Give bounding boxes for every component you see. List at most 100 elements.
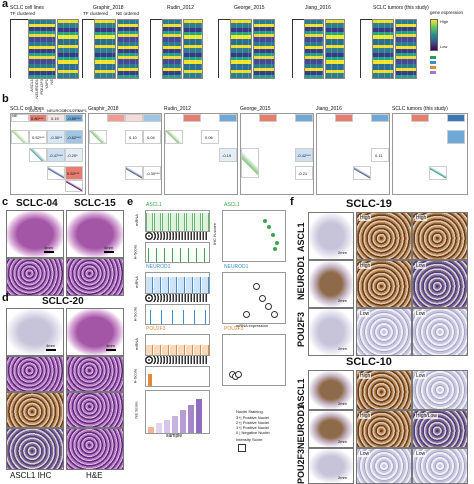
row-label-hscore-3: H-Score: [132, 368, 138, 384]
ihc-zoom-2-sclc20: [6, 392, 64, 428]
pie-row-ascl1: [145, 232, 208, 240]
f19-scale-1: 2mm: [338, 250, 347, 255]
f19-ascl1-zoom2: High: [412, 212, 468, 260]
heatmap-tf-5: [304, 19, 324, 79]
heatmap-tf-4: [230, 19, 252, 79]
heatmap-ne-1: [57, 19, 79, 79]
scatter-x-label: mRNA expression: [236, 323, 269, 328]
legend-cat-3: [430, 66, 436, 69]
row-label-hscore-2: H-Score: [132, 306, 138, 322]
mrna-bars-neurod1: [145, 272, 210, 294]
pm-header-yap1: YAP1: [77, 108, 87, 113]
pair-matrix-6: [392, 113, 468, 195]
heatmap-ne-2: [117, 19, 139, 79]
mrna-bars-ascl1: [145, 210, 210, 232]
panel-label-d: d: [2, 292, 9, 304]
f19-ascl1-whole: [308, 212, 354, 260]
he-whole-slide-sclc15: [66, 210, 124, 258]
pair-matrix-5: 0.11: [316, 113, 390, 195]
dataset-title-a-4: George_2015: [234, 5, 265, 11]
f10-scale-2: 2mm: [338, 439, 347, 444]
heatmap-ne-6: [395, 19, 417, 79]
dataset-title-a-3: Rudin_2012: [167, 5, 194, 11]
scatter-ascl1: [222, 210, 286, 262]
he-zoom-3-sclc20: [66, 428, 124, 470]
f10-ascl1-zoom1: High: [356, 370, 412, 410]
sample-title-sclc19: SCLC-19: [346, 198, 392, 210]
f10-neurod1-zoom1: High: [356, 410, 412, 448]
pie-row-neurod1: [145, 294, 208, 302]
pair-matrix-1: 0.80*** 0.19 -0.80*** 0.52*** -0.30** -0…: [10, 113, 86, 195]
scale-label-c2: 4mm: [104, 245, 113, 250]
legend-swatch-e: [238, 444, 246, 452]
pm-header-ascl1: ASCL1: [29, 108, 42, 113]
scatter-pou2f3: [222, 334, 286, 386]
gene-label-ne: NE: [49, 79, 54, 85]
row-label-mrna-3: mRNA: [133, 338, 139, 350]
label-he: H&E: [86, 471, 103, 480]
panel-label-a: a: [2, 0, 9, 10]
f10-pou2f3-zoom2: Low: [412, 448, 468, 484]
panel-label-b: b: [2, 93, 9, 105]
ihc-zoom-1-sclc20: [6, 356, 64, 392]
f19-ascl1-zoom1: High: [356, 212, 412, 260]
pair-matrix-2: 0.10 0.04 -0.30***: [88, 113, 162, 195]
f19-scale-2: 2mm: [338, 298, 347, 303]
dendrogram-4: [218, 19, 231, 78]
row-label-ne: NE Score: [133, 401, 139, 419]
panel-label-e: e: [127, 196, 134, 208]
legend-cat-4: [430, 71, 436, 74]
scatter-title-pou2f3: POU2F3: [224, 326, 244, 332]
scale-label-d2: 4mm: [106, 343, 115, 348]
dendrogram-2: [82, 19, 95, 78]
scale-bar-c2: [104, 251, 114, 253]
subtitle-ne-2: NE ordered: [116, 11, 140, 16]
scale-bar-c1: [44, 251, 54, 253]
hscore-bars-pou2f3: [145, 366, 210, 387]
panel-label-f: f: [290, 196, 294, 208]
scatter-title-neurod1: NEUROD1: [224, 264, 249, 270]
pm-header-pou2f3: POU2F3: [64, 108, 80, 113]
row-label-f-pou2f3-2: POU2F3: [296, 448, 306, 484]
scale-bar-d1: [46, 349, 56, 351]
scale-bar-d2: [106, 349, 116, 351]
dataset-title-a-5: Jiang_2016: [305, 5, 331, 11]
dataset-title-a-1: SCLC cell lines: [10, 5, 44, 11]
legend-item-2: 2+| Positive Nuclei: [236, 420, 269, 425]
f10-pou2f3-zoom1: Low: [356, 448, 412, 484]
legend-title-e: Nuclei Staining: [236, 409, 263, 414]
dataset-title-b-4: George_2015: [240, 106, 271, 112]
mrna-bars-pou2f3: [145, 334, 210, 356]
row-label-mrna-2: mRNA: [133, 276, 139, 288]
row-label-f-neurod1-2: NEUROD1: [296, 404, 306, 449]
row-label-f-ascl1-2: ASCL1: [296, 378, 306, 408]
legend-colorbar-a: [430, 19, 438, 51]
legend-item-4: 0 | Negative Nuclei: [236, 430, 270, 435]
he-zoom-sclc15: [66, 258, 124, 296]
heatmap-ne-4: [253, 19, 275, 79]
pm-header-ne: NE: [12, 113, 18, 118]
ne-score-bars: [145, 390, 210, 434]
dendrogram-6: [360, 19, 373, 78]
dataset-title-b-2: Graphir_2018: [88, 106, 119, 112]
legend-high-a: High: [440, 19, 449, 24]
ihc-whole-slide-sclc20: [6, 308, 64, 356]
dataset-title-a-2: Graphir_2018: [93, 5, 124, 11]
row-label-f-ascl1-1: ASCL1: [296, 222, 306, 252]
label-ascl1-ihc: ASCL1 IHC: [10, 471, 52, 480]
gene-title-pou2f3: POU2F3: [146, 326, 166, 332]
f10-pou2f3-whole: [308, 448, 354, 484]
dendrogram-1: [10, 19, 29, 78]
hscore-bars-ascl1: [145, 242, 210, 263]
f10-scale-1: 2mm: [338, 401, 347, 406]
sample-title-sclc04: SCLC-04: [16, 198, 58, 209]
dendrogram-3: [150, 19, 163, 78]
sample-title-sclc10: SCLC-10: [346, 356, 392, 368]
heatmap-ne-3: [183, 19, 203, 79]
scale-label-d1: 4mm: [46, 343, 55, 348]
f19-pou2f3-zoom2: Low: [412, 308, 468, 356]
scatter-y-label: IHC H-score: [212, 222, 218, 246]
f19-pou2f3-whole: [308, 308, 354, 356]
heatmap-ne-5: [325, 19, 345, 79]
f10-scale-3: 2mm: [338, 475, 347, 480]
